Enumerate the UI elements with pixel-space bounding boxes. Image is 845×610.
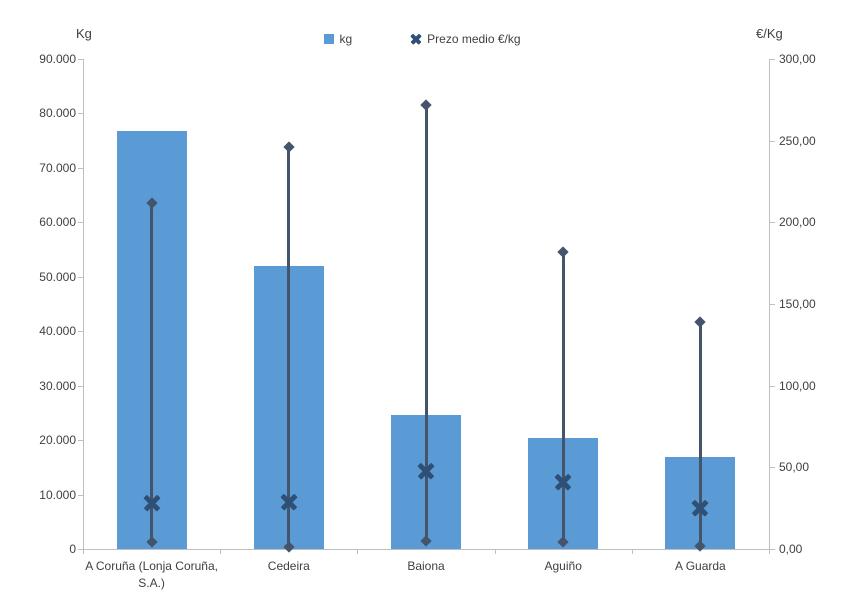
left-axis-tick-label: 10.000 — [39, 487, 76, 502]
right-axis-tick — [770, 549, 775, 550]
x-axis-line — [83, 549, 770, 550]
right-axis-tick-label: 200,00 — [779, 215, 816, 230]
right-axis-tick — [770, 59, 775, 60]
left-axis-tick-label: 90.000 — [39, 52, 76, 66]
bar-series-swatch-icon — [324, 34, 335, 44]
x-axis-tick — [220, 550, 222, 554]
left-axis-tick — [78, 113, 83, 115]
right-axis-tick — [770, 385, 775, 387]
right-axis-tick-label: 250,00 — [779, 133, 816, 148]
left-axis-tick — [78, 222, 83, 224]
left-axis-tick-label: 50.000 — [39, 269, 76, 284]
left-axis-tick-label: 80.000 — [39, 106, 76, 121]
category-label: Cedeira — [267, 559, 310, 573]
price-mean-marker — [553, 472, 573, 492]
x-axis-tick — [494, 550, 496, 554]
right-axis-tick-label: 0,00 — [779, 542, 803, 556]
right-axis-tick — [770, 467, 775, 469]
right-axis-tick-label: 50,00 — [779, 460, 810, 475]
price-range-line — [424, 104, 428, 541]
left-axis-tick — [78, 385, 83, 387]
right-axis-tick — [770, 304, 775, 305]
left-axis-tick-label: 0 — [69, 542, 76, 556]
x-axis-tick — [83, 550, 84, 554]
price-range-line — [561, 251, 565, 543]
left-axis-tick — [78, 59, 83, 60]
legend-label-kg: kg — [339, 32, 353, 46]
price-range-line — [698, 321, 702, 546]
price-range-line — [287, 147, 291, 548]
price-mean-marker — [142, 493, 162, 513]
legend-label-prezo-medio: Prezo medio €/kg — [427, 32, 521, 46]
right-axis-tick-label: 150,00 — [779, 297, 816, 311]
left-axis-tick-label: 20.000 — [39, 433, 76, 448]
right-axis-tick — [770, 140, 775, 142]
price-mean-marker — [279, 492, 299, 512]
category-label: Baiona — [407, 559, 445, 573]
category-label: A Guarda — [675, 559, 726, 573]
right-axis-title: €/Kg — [756, 26, 783, 41]
legend-item-prezo-medio: Prezo medio €/kg — [410, 32, 520, 46]
left-axis-tick — [78, 276, 83, 278]
x-marker-icon — [410, 33, 422, 45]
x-axis-tick — [769, 550, 770, 554]
right-axis-line — [769, 59, 770, 549]
legend-item-kg: kg — [324, 32, 352, 46]
price-max-marker — [420, 99, 432, 111]
price-mean-marker — [690, 498, 710, 518]
left-axis-tick — [78, 494, 83, 496]
price-range-line — [150, 202, 154, 543]
left-axis-tick-label: 30.000 — [39, 378, 76, 393]
left-axis-tick-label: 40.000 — [39, 324, 76, 339]
right-axis-tick — [770, 222, 775, 224]
left-axis-tick-label: 70.000 — [39, 160, 76, 175]
price-max-marker — [283, 141, 295, 153]
left-axis-tick — [78, 167, 83, 169]
right-axis-tick-label: 100,00 — [779, 378, 816, 393]
left-axis-title: Kg — [76, 26, 92, 41]
right-axis-tick-label: 300,00 — [779, 52, 816, 66]
category-label: A Coruña (Lonja Coruña, S.A.) — [85, 559, 218, 590]
left-axis-line — [83, 59, 84, 549]
x-axis-tick — [631, 550, 633, 554]
chart-legend: kg Prezo medio €/kg — [0, 32, 845, 46]
price-mean-marker — [416, 461, 436, 481]
price-max-marker — [557, 246, 569, 258]
left-axis-tick — [78, 440, 83, 442]
price-max-marker — [694, 316, 707, 328]
category-label: Aguiño — [544, 559, 582, 573]
x-axis-tick — [357, 550, 359, 554]
left-axis-tick — [78, 331, 83, 333]
left-axis-tick-label: 60.000 — [39, 215, 76, 230]
left-axis-tick — [78, 549, 83, 550]
